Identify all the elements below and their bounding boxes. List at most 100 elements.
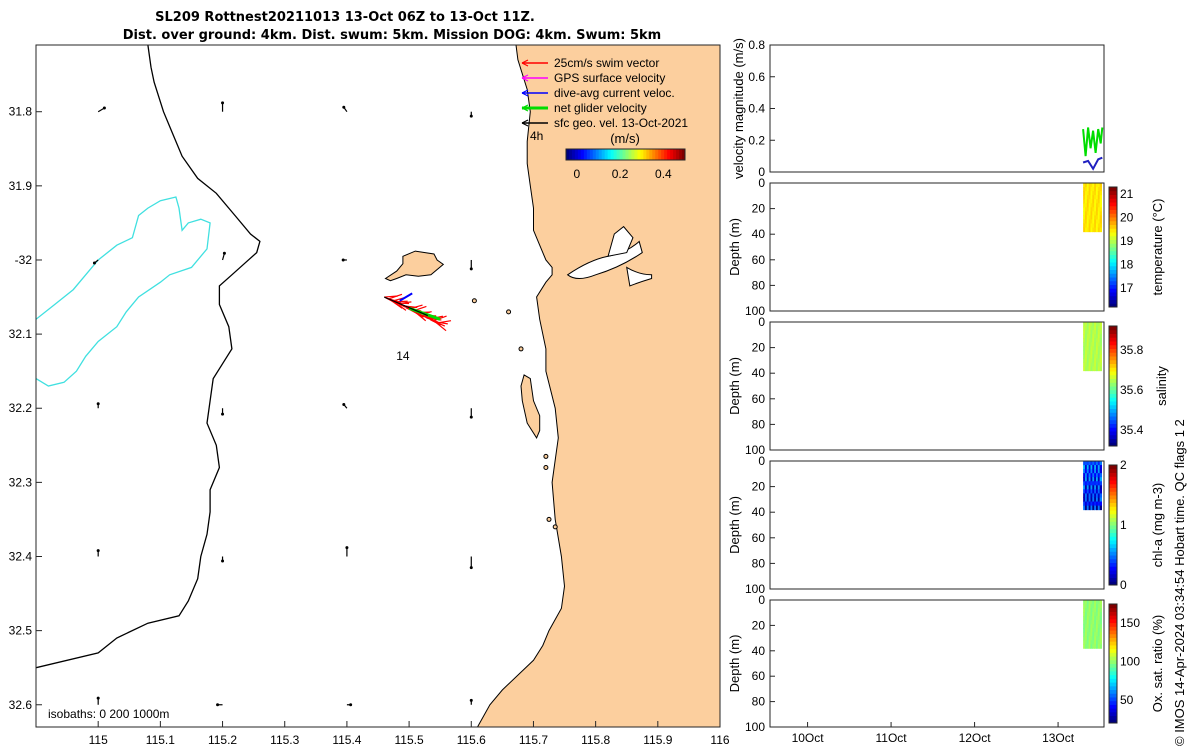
temperature-cell-3-1: [1088, 187, 1091, 192]
oxygen-cell-7-5: [1095, 620, 1099, 625]
track-day-label: 14: [396, 349, 410, 363]
velocity-series-1: [1082, 156, 1103, 171]
salinity-cell-0-0: [1083, 322, 1086, 327]
salinity-cell-0-4: [1083, 338, 1086, 343]
salinity-axes-frame: [769, 321, 1105, 451]
salinity-colorbar-seg-5: [1109, 423, 1117, 428]
time-xtick-label-0: 10Oct: [792, 731, 825, 745]
oxygen-cell-6-7: [1094, 628, 1097, 633]
salinity-cell-2-3: [1086, 334, 1090, 339]
chla-cell-6-0: [1094, 461, 1097, 466]
temperature-colorbar-seg-9: [1109, 269, 1117, 274]
legend-arrowhead-3: [521, 104, 529, 112]
legend-time-marker: 4h: [530, 129, 543, 143]
oxygen-cell-9-5: [1099, 620, 1102, 625]
salinity-cell-6-0: [1094, 322, 1097, 327]
oxygen-cell-6-3: [1094, 612, 1097, 617]
salinity-cell-8-6: [1097, 346, 1101, 351]
temperature-cell-5-3: [1092, 195, 1095, 200]
oxygen-colorbar-seg-16: [1109, 659, 1117, 664]
map-xtick-label-7: 115.7: [519, 733, 548, 747]
legend-label-0: 25cm/s swim vector: [554, 56, 659, 70]
map-ytick-label-2: -32: [15, 253, 33, 267]
temperature-cell-6-10: [1094, 223, 1097, 229]
chla-cell-1-5: [1084, 481, 1088, 486]
map-colorbar-seg-39: [682, 149, 686, 160]
oxygen-cell-5-11: [1092, 644, 1095, 649]
oxygen-cell-1-6: [1084, 624, 1088, 629]
temperature-cell-1-8: [1084, 215, 1088, 220]
oxygen-cell-8-2: [1097, 608, 1101, 613]
oxygen-cell-0-2: [1083, 608, 1086, 613]
oxygen-cell-1-3: [1084, 612, 1088, 617]
chla-cell-3-0: [1088, 461, 1091, 466]
salinity-cell-2-6: [1086, 346, 1090, 351]
salinity-cell-9-11: [1099, 366, 1102, 372]
temperature-cell-1-3: [1084, 195, 1088, 200]
chla-cell-5-9: [1092, 497, 1095, 503]
oxygen-cell-0-4: [1083, 616, 1086, 621]
islet-2: [543, 453, 549, 459]
mainland-land: [476, 45, 720, 727]
temperature-cell-2-5: [1086, 203, 1090, 208]
temperature-cell-5-7: [1092, 211, 1095, 216]
temperature-cell-4-11: [1090, 227, 1093, 233]
oxygen-colorbar-frame: [1108, 603, 1118, 724]
temperature-colorbar-seg-19: [1109, 232, 1117, 237]
oxygen-colorbar-seg-22: [1109, 637, 1117, 642]
oxygen-cell-0-9: [1083, 636, 1086, 641]
map-colorbar-seg-10: [595, 149, 600, 160]
oxygen-colorbar-seg-7: [1109, 693, 1117, 698]
salinity-cell-8-2: [1097, 330, 1101, 335]
chla-cell-2-5: [1086, 481, 1090, 486]
swan-river-upper: [607, 225, 634, 257]
oxygen-cell-8-11: [1097, 644, 1101, 649]
oxygen-cell-2-4: [1086, 616, 1090, 621]
salinity-cell-8-1: [1097, 326, 1101, 331]
oxygen-cell-7-7: [1095, 628, 1099, 633]
salinity-cell-1-7: [1084, 350, 1088, 355]
oxygen-ytick-label-5: 100: [745, 720, 765, 734]
legend-label-4: sfc geo. vel. 13-Oct-2021: [554, 116, 688, 130]
oxygen-colorbar-seg-3: [1109, 708, 1117, 713]
map-ytick-label-1: 31.9: [9, 179, 33, 193]
islet-5: [552, 524, 558, 530]
salinity-ylabel: Depth (m): [727, 357, 742, 415]
map-xtick-label-5: 115.5: [395, 733, 424, 747]
salinity-cell-7-8: [1095, 354, 1099, 359]
chla-cell-0-5: [1083, 481, 1086, 486]
swim-vector-3: [388, 293, 403, 300]
salinity-cell-7-6: [1095, 346, 1099, 351]
oxygen-cell-0-7: [1083, 628, 1086, 633]
current-arrow-head-18: [96, 696, 100, 700]
copyright-footer: © IMOS 14-Apr-2024 03:34:54 Hobart time.…: [1172, 419, 1187, 746]
temperature-cell-1-0: [1084, 183, 1088, 188]
map-colorbar-seg-33: [664, 149, 668, 160]
oxygen-cell-7-6: [1095, 624, 1099, 629]
oxygen-colorbar-seg-0: [1109, 719, 1117, 724]
temperature-cell-3-5: [1088, 203, 1091, 208]
temperature-cell-0-4: [1083, 199, 1086, 204]
chla-colorbar-seg-22: [1109, 498, 1117, 503]
islet-6: [506, 309, 512, 315]
oxygen-cell-5-7: [1092, 628, 1095, 633]
salinity-colorbar-seg-11: [1109, 401, 1117, 406]
oxygen-colorbar-seg-15: [1109, 663, 1117, 668]
temperature-colorbar-seg-27: [1109, 202, 1117, 207]
velocity-axes-frame: [769, 44, 1105, 173]
salinity-cell-0-6: [1083, 346, 1086, 351]
chla-colorbar-seg-24: [1109, 491, 1117, 496]
current-arrow-head-7: [469, 267, 473, 271]
salinity-colorbar-seg-6: [1109, 419, 1117, 424]
salinity-colorbar-tick-0: 35.4: [1120, 423, 1144, 437]
salinity-cell-2-0: [1086, 322, 1090, 327]
chla-cell-8-5: [1097, 481, 1101, 486]
temperature-cell-9-1: [1099, 187, 1102, 192]
salinity-cell-6-3: [1094, 334, 1097, 339]
map-ytick-label-7: 32.5: [9, 624, 33, 638]
salinity-cell-0-10: [1083, 362, 1086, 368]
oxygen-cell-9-4: [1099, 616, 1102, 621]
dive-avg-vector: [399, 292, 413, 302]
oxygen-cell-0-5: [1083, 620, 1086, 625]
chla-cell-4-11: [1090, 505, 1093, 511]
